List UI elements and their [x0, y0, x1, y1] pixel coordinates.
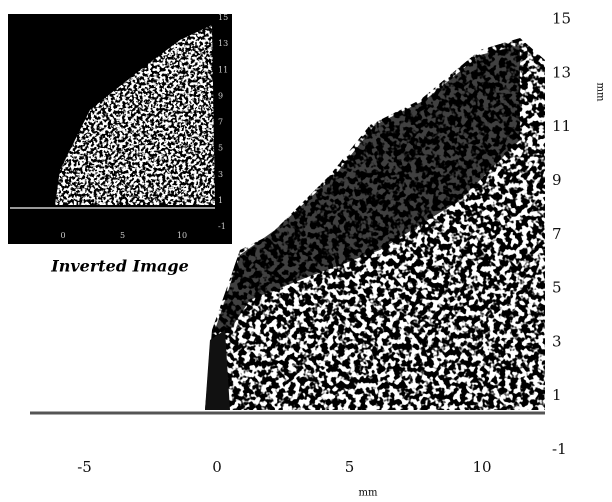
inset-y-tick-label: 3: [218, 170, 223, 179]
x-tick-label: -5: [77, 458, 92, 476]
figure: Inverted Image mm mm -50510-113579111315…: [0, 0, 612, 502]
inset-y-tick-label: 9: [218, 91, 223, 100]
y-tick-label: 3: [552, 332, 562, 350]
inset-caption: Inverted Image: [50, 257, 189, 276]
y-tick-label: 7: [552, 225, 562, 243]
y-tick-label: 9: [552, 171, 562, 189]
inset-x-tick-label: 5: [120, 231, 125, 240]
x-tick-label: 5: [345, 458, 355, 476]
y-axis-label: mm: [595, 83, 606, 102]
y-tick-label: 5: [552, 279, 562, 297]
inset-y-tick-label: 11: [218, 65, 228, 74]
y-tick-label: -1: [552, 440, 567, 458]
inset-x-tick-label: 10: [177, 231, 187, 240]
inset-y-tick-label: 1: [218, 196, 223, 205]
inset-y-tick-label: 13: [218, 39, 228, 48]
y-tick-label: 15: [552, 10, 571, 28]
inset-y-tick-label: -1: [218, 222, 226, 231]
y-tick-label: 13: [552, 63, 571, 81]
inset-y-tick-label: 5: [218, 144, 223, 153]
inset-x-tick-label: 0: [60, 231, 65, 240]
y-tick-label: 11: [552, 117, 571, 135]
y-tick-label: 1: [552, 386, 562, 404]
inset-y-tick-label: 7: [218, 118, 223, 127]
x-tick-label: 0: [212, 458, 222, 476]
x-tick-label: 10: [472, 458, 491, 476]
inset-y-tick-label: 15: [218, 13, 228, 22]
x-axis-label: mm: [359, 488, 378, 499]
